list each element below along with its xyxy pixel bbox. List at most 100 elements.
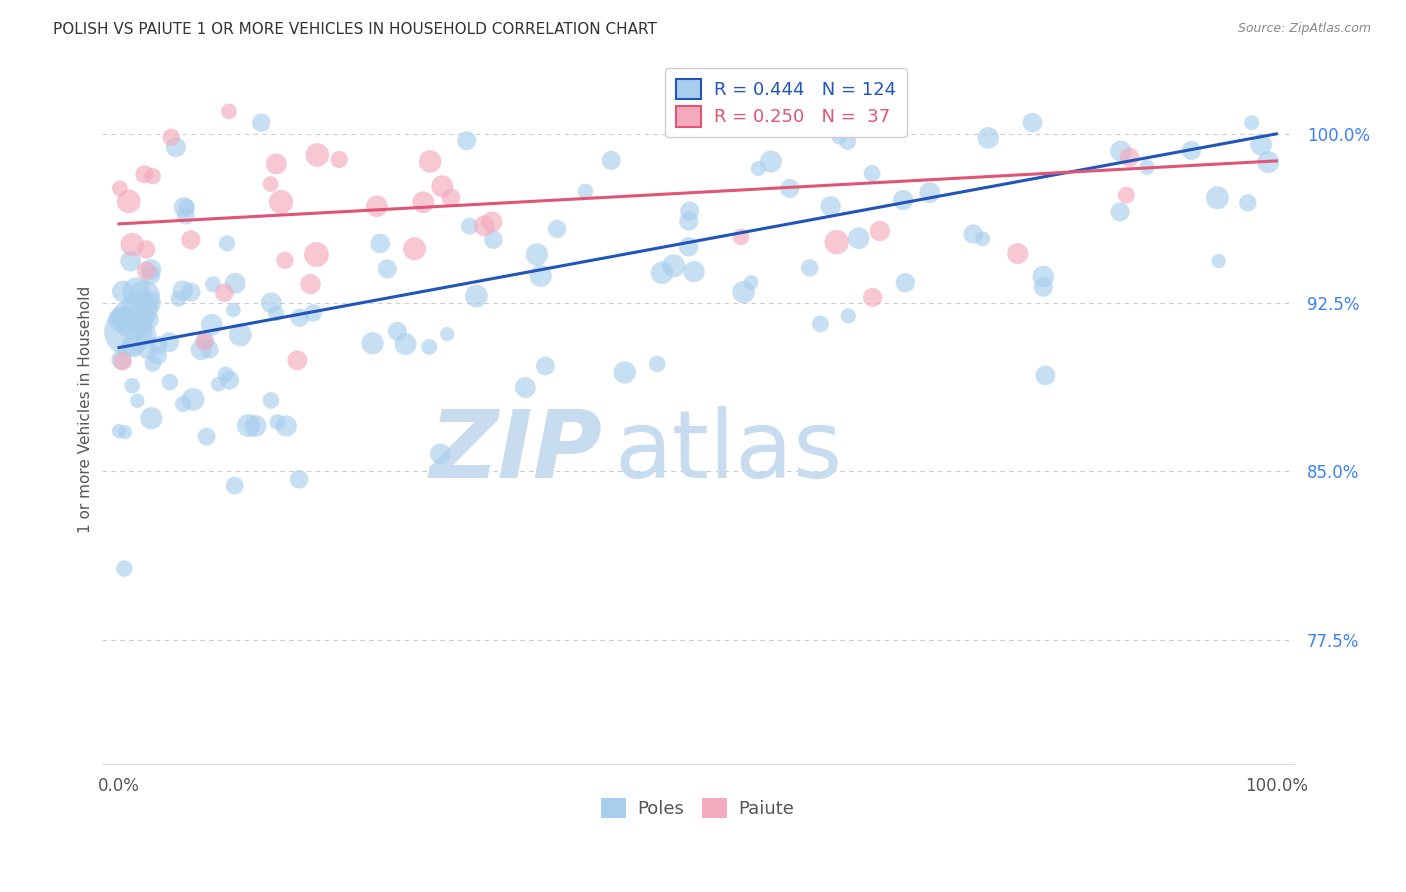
Text: ZIP: ZIP bbox=[429, 406, 602, 498]
Point bbox=[193, 334, 215, 349]
Point bbox=[730, 230, 752, 244]
Point bbox=[747, 161, 769, 176]
Point bbox=[172, 284, 194, 298]
Point bbox=[224, 478, 246, 492]
Point bbox=[683, 265, 706, 279]
Point bbox=[482, 233, 505, 247]
Point bbox=[181, 392, 204, 407]
Point bbox=[135, 264, 157, 278]
Point bbox=[1208, 254, 1230, 268]
Point bbox=[121, 339, 143, 353]
Point bbox=[111, 285, 134, 299]
Point bbox=[207, 377, 229, 392]
Point bbox=[165, 140, 187, 154]
Point bbox=[217, 236, 239, 251]
Point bbox=[733, 285, 755, 299]
Point bbox=[195, 429, 218, 443]
Point bbox=[651, 266, 673, 280]
Point bbox=[1032, 269, 1054, 284]
Point bbox=[404, 242, 426, 256]
Legend: Poles, Paiute: Poles, Paiute bbox=[593, 790, 801, 826]
Point bbox=[436, 327, 458, 342]
Point bbox=[837, 309, 859, 323]
Point bbox=[1109, 144, 1132, 158]
Point bbox=[307, 148, 329, 162]
Point bbox=[662, 259, 685, 273]
Point bbox=[120, 254, 142, 268]
Point bbox=[108, 424, 131, 438]
Point bbox=[759, 154, 782, 169]
Point bbox=[530, 268, 553, 283]
Point bbox=[245, 419, 267, 434]
Point bbox=[259, 177, 281, 191]
Point bbox=[1021, 115, 1043, 129]
Point bbox=[125, 285, 148, 299]
Point bbox=[276, 419, 298, 434]
Point bbox=[481, 215, 503, 229]
Point bbox=[139, 313, 162, 327]
Point bbox=[118, 316, 141, 330]
Point bbox=[285, 353, 308, 368]
Point bbox=[134, 167, 156, 181]
Point bbox=[270, 194, 292, 209]
Point bbox=[828, 129, 851, 144]
Point bbox=[305, 247, 328, 261]
Point bbox=[135, 243, 157, 257]
Point bbox=[136, 343, 159, 357]
Point bbox=[112, 561, 135, 575]
Point bbox=[218, 373, 240, 387]
Point bbox=[1035, 368, 1057, 383]
Point bbox=[862, 290, 884, 304]
Point bbox=[139, 268, 162, 282]
Point bbox=[146, 348, 169, 362]
Point bbox=[1237, 195, 1260, 210]
Point bbox=[198, 343, 221, 357]
Point bbox=[977, 131, 1000, 145]
Point bbox=[160, 130, 183, 145]
Point bbox=[918, 186, 941, 200]
Point bbox=[418, 340, 440, 354]
Point bbox=[465, 289, 488, 303]
Point bbox=[201, 318, 224, 332]
Point bbox=[534, 359, 557, 373]
Point bbox=[848, 231, 870, 245]
Point bbox=[215, 368, 238, 382]
Point bbox=[891, 193, 914, 207]
Point bbox=[111, 354, 134, 368]
Point bbox=[808, 317, 831, 331]
Point bbox=[1007, 246, 1029, 260]
Point bbox=[546, 222, 568, 236]
Point bbox=[574, 185, 596, 199]
Point bbox=[224, 277, 246, 291]
Point bbox=[180, 285, 202, 300]
Point bbox=[250, 115, 273, 129]
Point bbox=[799, 260, 821, 275]
Point bbox=[128, 302, 150, 317]
Point bbox=[526, 247, 548, 261]
Point bbox=[458, 219, 481, 234]
Point bbox=[299, 277, 322, 291]
Point bbox=[222, 302, 245, 317]
Point bbox=[1109, 205, 1132, 219]
Point bbox=[368, 236, 391, 251]
Point bbox=[740, 276, 762, 290]
Point bbox=[108, 181, 131, 195]
Point bbox=[972, 232, 994, 246]
Point bbox=[412, 195, 434, 210]
Point bbox=[678, 240, 700, 254]
Point bbox=[264, 306, 287, 320]
Point bbox=[375, 262, 398, 277]
Point bbox=[288, 310, 311, 325]
Point bbox=[894, 276, 917, 290]
Point bbox=[218, 104, 240, 119]
Point bbox=[387, 324, 409, 338]
Point bbox=[176, 200, 198, 214]
Point bbox=[121, 237, 143, 252]
Point bbox=[260, 295, 283, 310]
Point bbox=[1115, 188, 1137, 202]
Point bbox=[1240, 115, 1263, 129]
Y-axis label: 1 or more Vehicles in Household: 1 or more Vehicles in Household bbox=[79, 285, 93, 533]
Point bbox=[678, 214, 700, 228]
Point bbox=[121, 378, 143, 392]
Text: Source: ZipAtlas.com: Source: ZipAtlas.com bbox=[1237, 22, 1371, 36]
